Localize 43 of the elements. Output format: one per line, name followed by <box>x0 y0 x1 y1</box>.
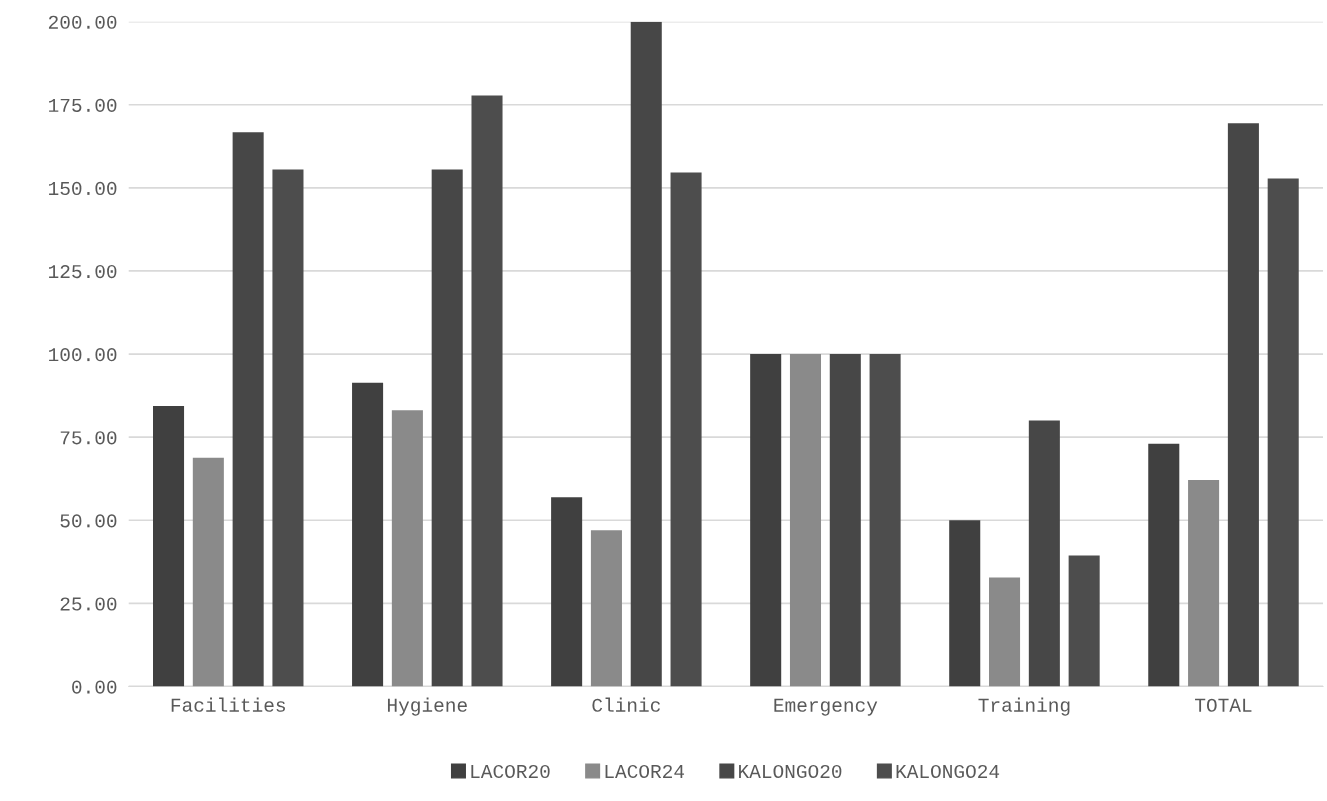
bar <box>551 497 583 687</box>
bar <box>153 405 185 687</box>
bar <box>1068 555 1100 687</box>
bar <box>272 169 304 687</box>
bar <box>1028 420 1060 687</box>
x-tick-label: TOTAL <box>1195 698 1252 712</box>
bar <box>1227 123 1259 687</box>
bar <box>630 21 662 687</box>
bar <box>232 132 264 687</box>
legend-label: KALONGO24 <box>896 764 1000 779</box>
bar <box>670 172 702 687</box>
y-tick-label: 50.00 <box>60 514 117 528</box>
x-tick-label: Emergency <box>774 698 878 716</box>
bar <box>590 530 622 687</box>
bar <box>1148 443 1180 687</box>
y-tick-label: 75.00 <box>60 431 117 445</box>
bar <box>789 354 822 687</box>
bar <box>1267 178 1299 687</box>
y-tick-label: 125.00 <box>49 264 117 279</box>
x-tick-label: Hygiene <box>387 697 467 716</box>
bar <box>1188 480 1220 687</box>
y-tick-label: 175.00 <box>49 98 117 112</box>
bar <box>391 410 423 687</box>
legend-label: LACOR24 <box>605 764 685 779</box>
bar <box>750 354 782 687</box>
x-tick-label: Training <box>978 697 1070 716</box>
y-tick-label: 150.00 <box>49 181 117 196</box>
legend-label: KALONGO20 <box>739 764 842 779</box>
bar <box>989 577 1021 687</box>
x-tick-label: Facilities <box>171 697 285 712</box>
bar <box>471 95 503 687</box>
bar <box>869 354 901 687</box>
bar <box>192 457 224 687</box>
y-tick-label: 100.00 <box>49 348 117 362</box>
bar <box>829 354 861 687</box>
bar <box>949 520 981 687</box>
bar <box>431 169 463 687</box>
y-tick-label: 25.00 <box>60 597 117 611</box>
x-tick-label: Clinic <box>592 697 660 712</box>
y-tick-label: 200.00 <box>48 15 117 29</box>
legend-label: LACOR20 <box>471 764 550 779</box>
y-tick-label: 0.00 <box>72 680 117 694</box>
bar <box>352 382 384 687</box>
